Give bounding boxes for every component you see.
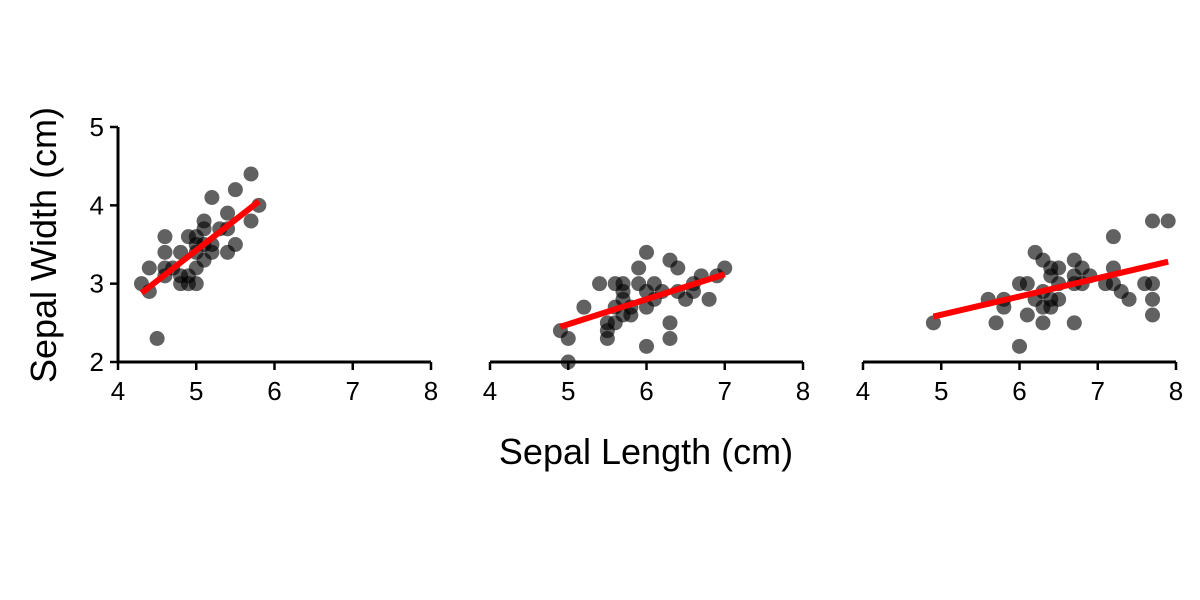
- data-point: [1145, 276, 1161, 292]
- data-point: [141, 260, 157, 276]
- data-point: [615, 276, 631, 292]
- data-point: [717, 260, 733, 276]
- data-point: [662, 331, 678, 346]
- data-point: [243, 166, 259, 182]
- x-tick-label: 8: [424, 376, 438, 406]
- data-point: [149, 331, 165, 346]
- data-point: [1145, 307, 1161, 323]
- data-point: [560, 331, 576, 346]
- data-point: [1145, 213, 1161, 229]
- x-tick-label: 4: [111, 376, 125, 406]
- data-point: [592, 276, 608, 292]
- data-point: [925, 315, 941, 331]
- x-tick-label: 4: [483, 376, 497, 406]
- data-point: [243, 213, 259, 229]
- x-tick-label: 5: [189, 376, 203, 406]
- x-tick-label: 8: [796, 376, 810, 406]
- y-tick-label: 5: [90, 112, 104, 142]
- data-point: [227, 237, 243, 252]
- data-point: [204, 190, 220, 205]
- panel-1: 4 5 6 7 8 2 3 4 5: [90, 112, 439, 406]
- x-tick-label: 6: [639, 376, 653, 406]
- y-tick-label: 2: [90, 347, 104, 377]
- data-point: [631, 260, 647, 276]
- panel-3: 4 5 6 7 8: [856, 213, 1183, 406]
- y-tick-label: 4: [90, 190, 104, 220]
- data-point: [1105, 229, 1121, 245]
- data-point: [196, 213, 212, 229]
- data-point: [1051, 260, 1067, 276]
- panels: 4 5 6 7 8 2 3 4 5 4 5 6 7 8 4 5 6 7 8: [90, 112, 1184, 406]
- data-point: [1160, 213, 1176, 229]
- data-point: [220, 205, 236, 221]
- data-point: [560, 354, 576, 370]
- data-point: [662, 315, 678, 331]
- data-point: [1019, 307, 1035, 323]
- y-tick-label: 3: [90, 269, 104, 299]
- x-tick-label: 7: [346, 376, 360, 406]
- data-point: [157, 244, 173, 260]
- data-point: [1035, 315, 1051, 331]
- data-point: [576, 299, 592, 315]
- x-tick-label: 7: [1091, 376, 1105, 406]
- data-point: [227, 182, 243, 198]
- x-tick-label: 4: [856, 376, 870, 406]
- y-axis-title: Sepal Width (cm): [23, 107, 64, 383]
- x-tick-label: 5: [561, 376, 575, 406]
- data-point: [701, 291, 717, 307]
- data-point: [188, 276, 204, 292]
- data-point: [1121, 291, 1137, 307]
- x-tick-label: 5: [934, 376, 948, 406]
- x-tick-label: 6: [267, 376, 281, 406]
- data-point: [157, 229, 173, 245]
- fit-line: [932, 258, 1169, 320]
- data-point: [1066, 315, 1082, 331]
- x-tick-label: 8: [1169, 376, 1183, 406]
- data-point: [988, 315, 1004, 331]
- data-point: [1012, 338, 1027, 354]
- fit-line: [139, 199, 261, 296]
- data-point: [1051, 291, 1067, 307]
- data-point: [670, 260, 686, 276]
- fit-line: [559, 271, 726, 330]
- data-point: [639, 338, 654, 354]
- x-axis-title: Sepal Length (cm): [499, 431, 793, 472]
- data-point: [639, 244, 654, 260]
- data-point: [1019, 276, 1035, 292]
- data-point: [1145, 291, 1161, 307]
- x-tick-label: 6: [1012, 376, 1026, 406]
- panel-2: 4 5 6 7 8: [483, 244, 810, 406]
- x-tick-label: 7: [718, 376, 732, 406]
